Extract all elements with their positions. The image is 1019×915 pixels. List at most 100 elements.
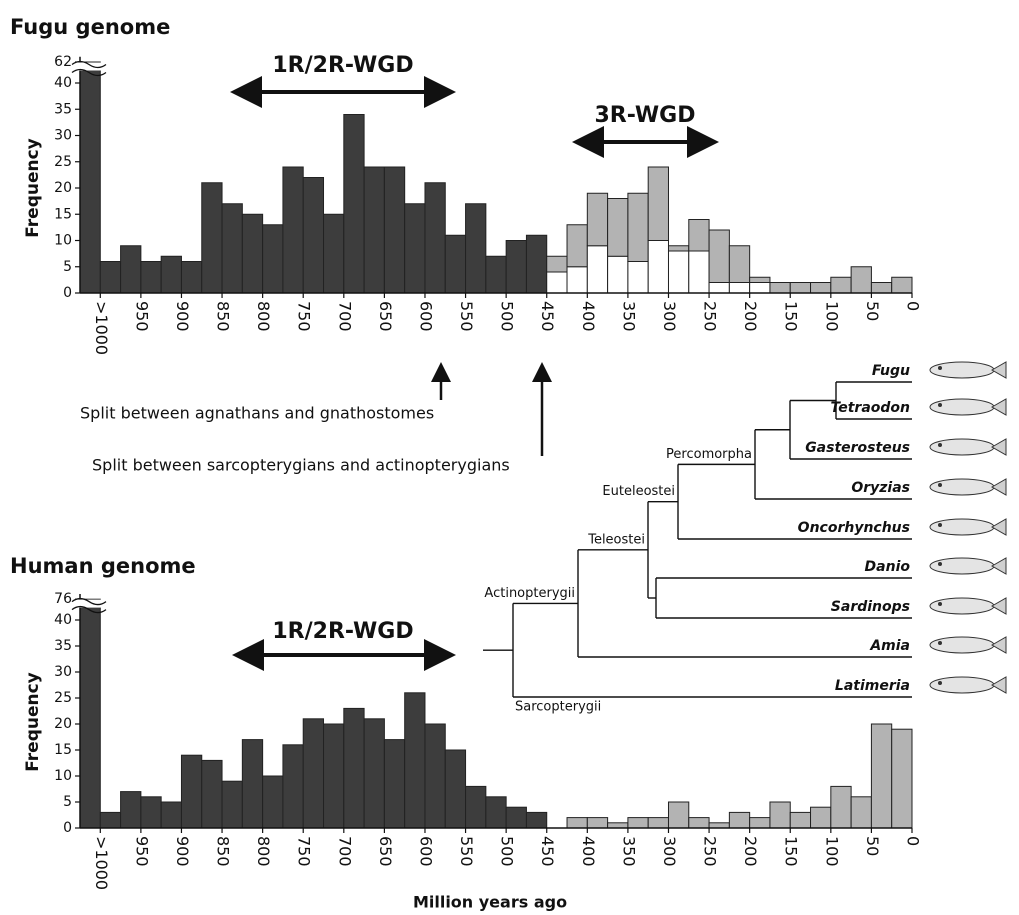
bar	[811, 283, 831, 294]
clade-label: Sarcopterygii	[515, 700, 601, 715]
fish-icon	[930, 677, 994, 693]
bar	[283, 745, 303, 828]
bar	[486, 256, 506, 293]
y-tick-label: 62	[54, 54, 72, 70]
x-tick-label: 550	[457, 301, 476, 332]
clade-label: Euteleostei	[602, 484, 675, 499]
bar	[668, 246, 688, 251]
bar	[628, 262, 648, 294]
y-axis-label: Frequency	[23, 138, 43, 238]
y-tick-label: 15	[54, 742, 72, 758]
bar	[790, 283, 810, 294]
y-tick-label: 15	[54, 206, 72, 222]
x-tick-label: 950	[132, 301, 151, 332]
bar	[181, 755, 201, 828]
fish-icon	[938, 483, 942, 487]
y-tick-label: 10	[54, 768, 72, 784]
bar	[445, 750, 465, 828]
bar	[790, 812, 810, 828]
bar	[466, 204, 486, 293]
y-tick-label: 20	[54, 716, 72, 732]
x-tick-label: 400	[579, 836, 598, 867]
x-tick-label: 700	[335, 836, 354, 867]
bar	[709, 823, 729, 828]
y-tick-label: 20	[54, 180, 72, 196]
bar	[405, 204, 425, 293]
fish-icon	[938, 366, 942, 370]
bar	[608, 256, 628, 293]
bar	[121, 792, 141, 828]
bar	[466, 786, 486, 828]
fish-icon	[930, 598, 994, 614]
bar	[222, 781, 242, 828]
wgd-label: 3R-WGD	[595, 103, 696, 128]
fish-icon	[938, 641, 942, 645]
x-tick-label: 350	[619, 836, 638, 867]
y-tick-label: 0	[63, 285, 72, 301]
fish-icon	[930, 479, 994, 495]
taxon-label: Oncorhynchus	[798, 520, 910, 536]
x-tick-label: 600	[416, 301, 435, 332]
bar	[668, 802, 688, 828]
x-tick-label: 0	[904, 836, 923, 846]
bar	[344, 708, 364, 828]
bar	[628, 818, 648, 828]
x-tick-label: 800	[254, 301, 273, 332]
bar	[100, 812, 120, 828]
bar	[344, 115, 364, 294]
x-tick-label: 200	[741, 836, 760, 867]
x-tick-label: >1000	[92, 836, 111, 890]
x-tick-label: 950	[132, 836, 151, 867]
y-tick-label: 40	[54, 612, 72, 628]
x-tick-label: 750	[295, 301, 314, 332]
bar	[405, 693, 425, 828]
x-tick-label: 900	[173, 836, 192, 867]
bar	[851, 267, 871, 293]
y-tick-label: 40	[54, 75, 72, 91]
bar	[608, 199, 628, 257]
wgd-label: 1R/2R-WGD	[272, 53, 413, 78]
bar	[709, 230, 729, 283]
taxon-label: Oryzias	[851, 480, 910, 496]
bar	[668, 251, 688, 293]
bar	[202, 183, 222, 293]
bar	[181, 262, 201, 294]
fish-icon	[938, 443, 942, 447]
fish-icon	[938, 681, 942, 685]
bar	[506, 241, 526, 294]
x-tick-label: 850	[214, 301, 233, 332]
fish-icon	[930, 399, 994, 415]
fish-icon	[992, 677, 1006, 693]
taxon-label: Tetraodon	[830, 400, 910, 416]
fish-icon	[930, 558, 994, 574]
x-tick-label: 50	[863, 836, 882, 856]
bar	[121, 246, 141, 293]
fish-icon	[992, 479, 1006, 495]
bar	[750, 277, 770, 282]
bar	[729, 812, 749, 828]
bar	[892, 729, 912, 828]
fish-icon	[938, 562, 942, 566]
x-tick-label: 800	[254, 836, 273, 867]
bar	[303, 719, 323, 828]
bar	[80, 62, 100, 293]
bar	[445, 235, 465, 293]
chart-title: Fugu genome	[10, 15, 170, 39]
bar	[831, 786, 851, 828]
x-tick-label: 150	[782, 301, 801, 332]
y-tick-label: 5	[63, 794, 72, 810]
x-tick-label: 650	[376, 301, 395, 332]
wgd-label: 1R/2R-WGD	[272, 619, 413, 644]
bar	[486, 797, 506, 828]
bar	[567, 818, 587, 828]
x-tick-label: 750	[295, 836, 314, 867]
x-tick-label: >1000	[92, 301, 111, 355]
bar	[608, 823, 628, 828]
taxon-label: Fugu	[872, 363, 910, 379]
fish-icon	[992, 362, 1006, 378]
taxon-label: Latimeria	[835, 678, 910, 694]
bar	[222, 204, 242, 293]
y-tick-label: 35	[54, 638, 72, 654]
fish-icon	[938, 523, 942, 527]
bar	[648, 818, 668, 828]
